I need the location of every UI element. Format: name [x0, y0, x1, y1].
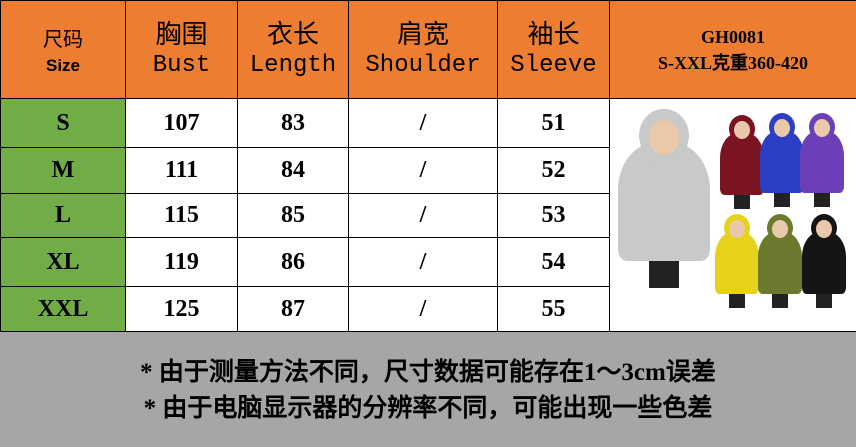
product-code: GH0081: [700, 26, 765, 47]
length-cell: 84: [237, 147, 349, 194]
table-row: S 107 83 / 51: [0, 98, 856, 332]
header-length: 衣长 Length: [237, 0, 349, 99]
size-table: 尺码 Size 胸围 Bust 衣长 Length 肩宽 Shoulder 袖长 Slee…: [0, 0, 856, 332]
bust-cell: 107: [125, 98, 238, 148]
hoodie-model-figure: [800, 113, 844, 208]
sleeve-cell: 52: [497, 147, 610, 194]
bust-cell: 119: [125, 237, 238, 287]
product-weight: S-XXL克重360-420: [657, 52, 808, 73]
bust-cell: 125: [125, 286, 238, 332]
shoulder-cell: /: [348, 237, 498, 287]
sleeve-cell: 51: [497, 98, 610, 148]
hoodie-model-figure: [720, 115, 764, 210]
header-shoulder: 肩宽 Shoulder: [348, 0, 498, 99]
length-en: Length: [249, 51, 337, 79]
size-cell: L: [0, 193, 126, 238]
sleeve-cell: 54: [497, 237, 610, 287]
sleeve-en: Sleeve: [510, 51, 597, 79]
hoodie-model-figure: [715, 214, 759, 309]
sleeve-cell: 53: [497, 193, 610, 238]
bust-en: Bust: [152, 51, 211, 79]
header-size: 尺码 Size: [0, 0, 126, 99]
hoodie-model-figure: [760, 113, 804, 208]
length-cell: 86: [237, 237, 349, 287]
shoulder-cell: /: [348, 286, 498, 332]
table-row: M 111 84 / 52: [0, 147, 856, 194]
product-photo: [609, 98, 856, 332]
size-en: Size: [45, 55, 81, 75]
size-cell: M: [0, 147, 126, 194]
shoulder-cell: /: [348, 193, 498, 238]
hoodie-model-figure: [758, 214, 802, 309]
table-row: XXL 125 87 / 55: [0, 286, 856, 332]
bust-cell: 111: [125, 147, 238, 194]
sleeve-cell: 55: [497, 286, 610, 332]
shoulder-en: Shoulder: [365, 51, 481, 79]
size-cn: 尺码: [43, 28, 83, 51]
header-bust: 胸围 Bust: [125, 0, 238, 99]
shoulder-cell: /: [348, 147, 498, 194]
header-sleeve: 袖长 Sleeve: [497, 0, 610, 99]
size-cell: S: [0, 98, 126, 148]
shoulder-cell: /: [348, 98, 498, 148]
length-cn: 衣长: [266, 19, 319, 49]
size-cell: XL: [0, 237, 126, 287]
header-row: 尺码 Size 胸围 Bust 衣长 Length 肩宽 Shoulder 袖长 Slee…: [0, 0, 856, 99]
note-color: * 由于电脑显示器的分辨率不同，可能出现一些色差: [143, 395, 713, 422]
hoodie-model-figure: [618, 109, 710, 290]
note-measurement: * 由于测量方法不同，尺寸数据可能存在1～3cm误差: [140, 359, 716, 386]
length-cell: 83: [237, 98, 349, 148]
length-cell: 87: [237, 286, 349, 332]
header-product: GH0081 S-XXL克重360-420: [609, 0, 856, 99]
shoulder-cn: 肩宽: [396, 19, 449, 49]
length-cell: 85: [237, 193, 349, 238]
bust-cell: 115: [125, 193, 238, 238]
table-row: L 115 85 / 53: [0, 193, 856, 238]
bust-cn: 胸围: [155, 19, 208, 49]
notes-footer: * 由于测量方法不同，尺寸数据可能存在1～3cm误差 * 由于电脑显示器的分辨率…: [0, 333, 856, 447]
sleeve-cn: 袖长: [527, 19, 580, 49]
size-cell: XXL: [0, 286, 126, 332]
hoodie-model-figure: [802, 214, 846, 309]
